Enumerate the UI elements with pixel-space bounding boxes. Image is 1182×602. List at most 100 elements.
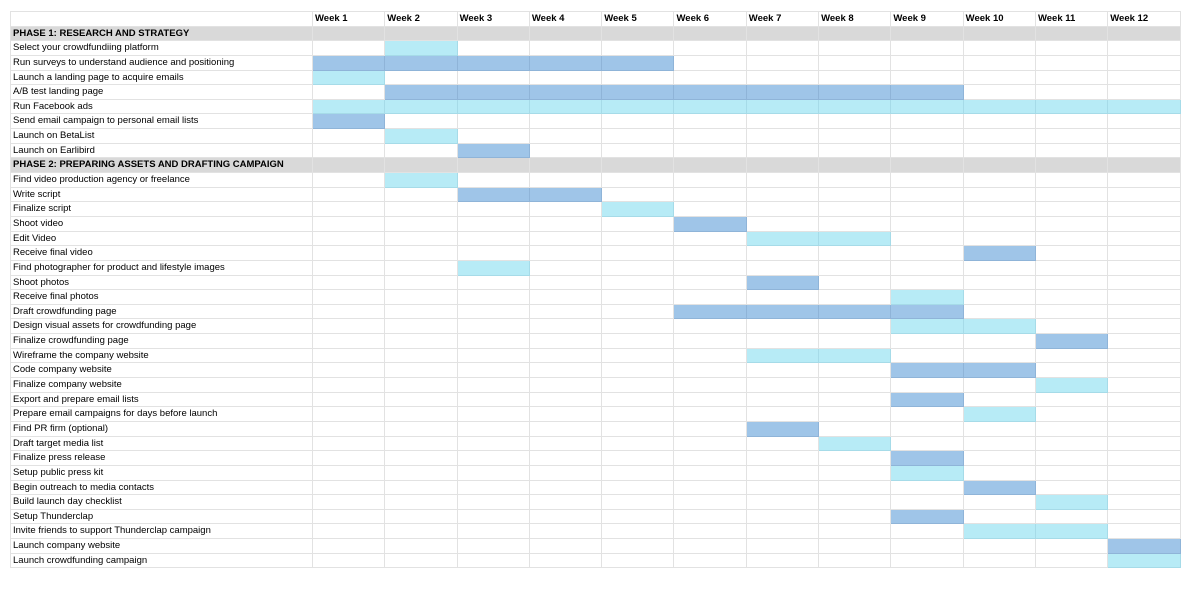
week-cell[interactable] [1035,480,1109,496]
week-cell[interactable] [529,392,603,408]
week-cell[interactable] [313,495,386,510]
week-cell[interactable] [602,260,675,276]
week-cell[interactable] [963,421,1036,437]
week-cell[interactable] [963,129,1036,144]
week-cell[interactable] [529,539,603,554]
task-name-cell[interactable]: Design visual assets for crowdfunding pa… [11,319,313,335]
gantt-bar-cell[interactable] [602,99,675,115]
gantt-bar-cell[interactable] [674,99,747,115]
week-cell[interactable] [602,187,675,203]
week-cell[interactable] [1035,363,1109,379]
week-cell[interactable] [457,407,530,422]
week-cell[interactable] [1035,129,1109,144]
week-cell[interactable] [819,41,892,56]
week-cell[interactable] [674,246,747,261]
week-cell[interactable] [819,114,892,130]
gantt-bar-cell[interactable] [746,348,820,364]
week-cell[interactable] [385,246,458,261]
week-cell[interactable] [457,319,530,335]
gantt-bar-cell[interactable] [529,99,603,115]
gantt-bar-cell[interactable] [313,55,386,71]
week-cell[interactable] [1035,304,1109,320]
week-cell[interactable] [1035,451,1109,466]
gantt-bar-cell[interactable] [457,260,530,276]
week-cell[interactable] [746,480,820,496]
week-cell[interactable] [819,553,892,569]
gantt-bar-cell[interactable] [746,231,820,247]
week-cell[interactable] [457,421,530,437]
week-cell[interactable] [385,392,458,408]
week-cell[interactable] [529,378,603,393]
week-cell[interactable] [385,421,458,437]
week-cell[interactable] [891,187,964,203]
week-cell[interactable] [529,451,603,466]
week-cell[interactable] [746,407,820,422]
phase-title-cell[interactable]: PHASE 2: PREPARING ASSETS AND DRAFTING C… [11,158,313,174]
week-cell[interactable] [385,436,458,452]
week-cell[interactable] [1108,290,1181,305]
gantt-bar-cell[interactable] [602,55,675,71]
gantt-bar-cell[interactable] [385,129,458,144]
gantt-bar-cell[interactable] [529,85,603,100]
gantt-bar-cell[interactable] [385,41,458,56]
week-cell[interactable] [529,495,603,510]
phase-week-cell[interactable] [313,158,386,174]
week-cell[interactable] [746,41,820,56]
task-name-cell[interactable]: Finalize press release [11,451,313,466]
gantt-bar-cell[interactable] [819,85,892,100]
week-cell[interactable] [602,216,675,232]
week-cell[interactable] [674,143,747,159]
week-cell[interactable] [963,114,1036,130]
week-cell[interactable] [674,187,747,203]
week-cell[interactable] [746,129,820,144]
week-cell[interactable] [674,524,747,540]
week-cell[interactable] [1035,41,1109,56]
week-cell[interactable] [963,143,1036,159]
week-cell[interactable] [746,553,820,569]
week-cell[interactable] [963,451,1036,466]
week-cell[interactable] [602,319,675,335]
phase-week-cell[interactable] [891,158,964,174]
week-cell[interactable] [529,216,603,232]
week-cell[interactable] [457,275,530,291]
week-cell[interactable] [602,465,675,481]
week-cell[interactable] [819,378,892,393]
task-name-cell[interactable]: Setup Thunderclap [11,509,313,525]
gantt-bar-cell[interactable] [1108,553,1181,569]
week-cell[interactable] [385,407,458,422]
week-cell[interactable] [457,465,530,481]
week-cell[interactable] [963,41,1036,56]
phase-week-cell[interactable] [746,158,820,174]
week-cell[interactable] [385,70,458,86]
gantt-bar-cell[interactable] [891,509,964,525]
gantt-bar-cell[interactable] [1108,99,1181,115]
week-cell[interactable] [891,173,964,188]
week-cell[interactable] [746,509,820,525]
week-cell[interactable] [457,114,530,130]
week-cell[interactable] [385,480,458,496]
phase-week-cell[interactable] [313,26,386,42]
week-cell[interactable] [1035,260,1109,276]
week-cell[interactable] [457,129,530,144]
week-cell[interactable] [1035,114,1109,130]
week-cell[interactable] [385,290,458,305]
gantt-bar-cell[interactable] [457,143,530,159]
week-cell[interactable] [963,539,1036,554]
week-cell[interactable] [457,173,530,188]
week-cell[interactable] [457,436,530,452]
week-cell[interactable] [819,495,892,510]
week-cell[interactable] [746,465,820,481]
week-header-6[interactable]: Week 6 [674,12,747,27]
week-cell[interactable] [674,465,747,481]
week-cell[interactable] [746,334,820,349]
gantt-bar-cell[interactable] [385,99,458,115]
week-cell[interactable] [674,70,747,86]
week-cell[interactable] [529,143,603,159]
week-cell[interactable] [674,202,747,217]
week-header-11[interactable]: Week 11 [1035,12,1109,27]
week-cell[interactable] [746,392,820,408]
week-cell[interactable] [1108,143,1181,159]
week-cell[interactable] [313,524,386,540]
week-cell[interactable] [602,334,675,349]
week-cell[interactable] [457,231,530,247]
